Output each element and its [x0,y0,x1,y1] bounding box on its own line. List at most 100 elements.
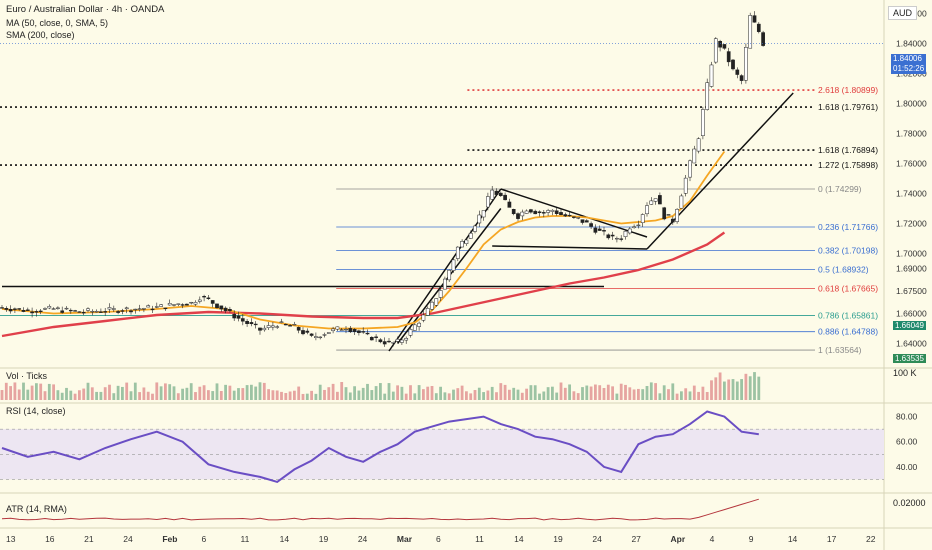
candle-body [4,308,9,310]
volume-bar [340,382,344,400]
volume-bar [417,385,421,400]
candle-body [425,308,430,316]
volume-bar [538,393,541,400]
candle-body [219,305,224,310]
volume-bar [86,382,90,400]
x-tick-label: 16 [45,534,55,544]
candle-body [77,311,82,313]
x-tick-label: 13 [6,534,16,544]
volume-bar [30,385,34,400]
candle-body [533,210,538,215]
volume-bar [310,390,313,400]
volume-bar [671,383,675,400]
y-tick-label: 1.78000 [896,129,927,139]
candle-body [447,269,452,281]
volume-bar [637,388,640,400]
fib-level-label: 1 (1.63564) [818,345,862,355]
candle-body [258,327,262,331]
volume-bar [581,387,584,400]
candle-body [378,339,383,343]
candle-body [417,322,421,327]
candle-body [266,325,271,328]
currency-button[interactable]: AUD [888,6,918,20]
volume-bar [245,385,249,400]
candle-body [460,241,464,248]
rsi-label[interactable]: RSI (14, close) [6,406,66,416]
candle-body [142,308,146,310]
volume-bar [692,385,696,400]
volume-bar [275,390,279,400]
y-tick-label: 1.84000 [896,39,927,49]
candle-body [554,210,559,214]
x-tick-label: 11 [241,534,250,544]
candle-body [649,200,654,205]
volume-bar [202,385,206,400]
volume-bar [426,386,430,400]
candle-body [541,212,546,214]
sma200-legend[interactable]: SMA (200, close) [6,30,75,40]
candle-body [490,189,495,200]
volume-bar [718,372,722,400]
bar-countdown: 01:52:26 [893,64,925,73]
candle-body [537,211,542,214]
candle-body [81,312,86,314]
volume-bar [529,385,533,400]
volume-bar [594,384,597,400]
volume-bar [667,389,670,400]
candle-body [606,234,611,239]
candle-body [352,329,357,332]
volume-bar [680,391,683,400]
volume-bar [17,389,21,400]
volume-bar [379,383,382,400]
rsi-tick-label: 80.00 [896,412,918,422]
chart-title: Euro / Australian Dollar · 4h · OANDA [6,4,165,15]
fib-level-label: 0.382 (1.70198) [818,246,878,256]
x-tick-label: 21 [84,534,94,544]
volume-bar [477,387,481,400]
candle-body [430,301,434,310]
candle-body [726,51,731,63]
candle-body [17,308,22,310]
candle-body [756,23,761,32]
candle-body [395,338,400,342]
x-tick-label: 24 [592,534,602,544]
volume-bar [641,389,645,400]
volume-bar [194,392,197,400]
volume-bar [551,386,554,400]
volume-bar [168,384,172,400]
volume-label[interactable]: Vol · Ticks [6,371,48,381]
candle-body [382,341,387,345]
candle-body [116,311,120,313]
atr-label[interactable]: ATR (14, RMA) [6,504,67,514]
volume-bar [323,389,326,400]
candle-body [64,307,69,310]
volume-bar [658,393,662,400]
volume-bar [284,393,288,400]
price-badge-2: 1.63535 [893,354,926,363]
y-tick-label: 1.76000 [896,159,927,169]
volume-bar [262,382,266,400]
volume-bar [224,384,227,400]
volume-bar [559,382,563,400]
volume-bar [211,391,215,400]
candle-body [271,325,275,328]
candle-body [124,307,129,310]
x-tick-label: 6 [201,534,206,544]
candle-body [610,234,615,237]
volume-bar [615,393,619,400]
candle-body [197,299,202,302]
volume-bar [189,383,193,400]
candle-body [503,194,507,201]
volume-bar [301,393,305,400]
candle-body [477,214,482,224]
volume-bar [13,382,17,400]
candle-body [632,226,636,228]
x-tick-label: 27 [631,534,641,544]
volume-bar [675,393,679,400]
candle-body [675,209,679,222]
sma200-line [1,231,726,338]
ma50-legend[interactable]: MA (50, close, 0, SMA, 5) [6,18,109,28]
volume-bar [701,386,705,400]
